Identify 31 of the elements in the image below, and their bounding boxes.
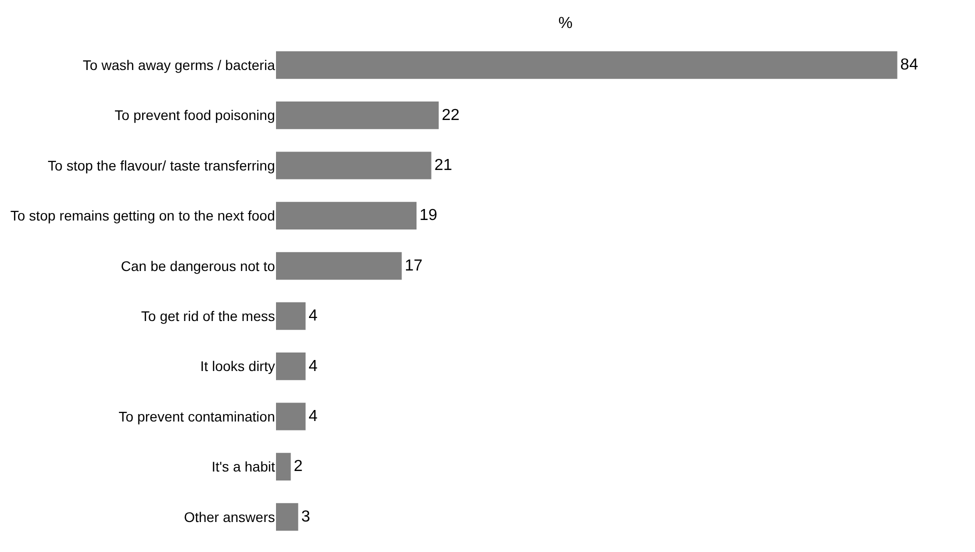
data-label: 4 (308, 308, 318, 325)
data-label: 2 (294, 458, 303, 476)
data-label: 17 (404, 257, 423, 274)
data-label: 19 (420, 207, 438, 224)
data-label: 4 (308, 408, 318, 426)
y-tick-label: To stop remains getting on to the next food (10, 208, 275, 224)
data-label: 22 (442, 106, 460, 124)
y-tick-label: To get rid of the mess (141, 308, 275, 324)
bar (276, 503, 298, 531)
y-tick-label: To wash away germs / bacteria (82, 57, 276, 73)
y-tick-label: To prevent contamination (118, 408, 275, 424)
data-label: 21 (434, 157, 452, 174)
y-tick-label: It's a habit (212, 458, 276, 475)
bar (276, 102, 439, 130)
bar (276, 51, 898, 79)
chart-title: % (558, 14, 573, 32)
data-label: 84 (900, 56, 918, 74)
bar (276, 452, 291, 481)
y-tick-label: Other answers (184, 508, 275, 525)
bar (276, 352, 306, 380)
y-tick-label: Can be dangerous not to (120, 258, 276, 274)
bar (276, 152, 432, 180)
bar (276, 402, 306, 430)
bar (276, 302, 306, 330)
bar (276, 202, 417, 230)
y-tick-label: To prevent food poisoning (114, 107, 275, 124)
bar (276, 252, 402, 280)
data-label: 4 (308, 358, 318, 375)
y-tick-label: To stop the flavour/ taste transferring (48, 157, 275, 174)
y-tick-label: It looks dirty (200, 358, 275, 374)
data-label: 3 (301, 508, 310, 526)
